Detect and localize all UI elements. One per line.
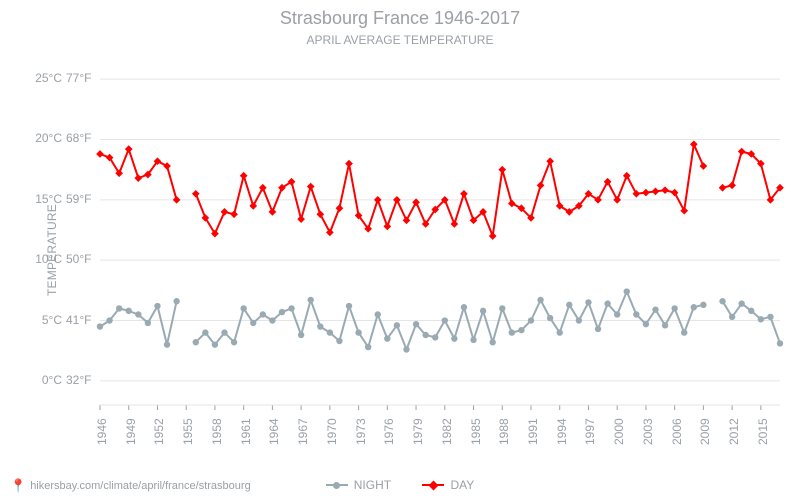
legend-swatch-day [422,484,444,486]
xtick-year: 2003 [641,418,655,445]
xtick-year: 1961 [239,418,253,445]
xtick-year: 1979 [411,418,425,445]
legend-label-day: DAY [450,478,474,492]
map-pin-icon: 📍 [10,478,26,494]
legend-item-night: NIGHT [326,478,391,492]
xtick-year: 1991 [526,418,540,445]
legend-swatch-night [326,484,348,486]
chart-title: Strasbourg France 1946-2017 [0,8,800,29]
y-axis-label: Temperature [45,204,59,296]
ytick-celsius: 20°C [24,131,62,145]
xtick-year: 2006 [670,418,684,445]
ytick-fahrenheit: 77°F [66,71,100,85]
ytick-celsius: 0°C [24,373,62,387]
xtick-year: 1976 [382,418,396,445]
ytick-celsius: 15°C [24,192,62,206]
xtick-year: 1964 [267,418,281,445]
xtick-year: 1994 [555,418,569,445]
climate-chart: Strasbourg France 1946-2017 April Averag… [0,0,800,500]
xtick-year: 2012 [727,418,741,445]
xtick-year: 1982 [440,418,454,445]
ytick-fahrenheit: 59°F [66,192,100,206]
legend-item-day: DAY [422,478,474,492]
ytick-celsius: 25°C [24,71,62,85]
ytick-celsius: 5°C [24,313,62,327]
source-url: hikersbay.com/climate/april/france/stras… [30,480,251,492]
xtick-year: 1973 [354,418,368,445]
legend-label-night: NIGHT [354,478,391,492]
xtick-year: 2015 [756,418,770,445]
xtick-year: 1958 [210,418,224,445]
source-footer: 📍 hikersbay.com/climate/april/france/str… [10,478,251,494]
xtick-year: 1946 [95,418,109,445]
xtick-year: 2009 [698,418,712,445]
ytick-fahrenheit: 41°F [66,313,100,327]
ytick-fahrenheit: 68°F [66,131,100,145]
ytick-fahrenheit: 32°F [66,373,100,387]
chart-subtitle: April Average Temperature [0,33,800,47]
ytick-celsius: 10°C [24,252,62,266]
xtick-year: 1985 [469,418,483,445]
xtick-year: 2000 [612,418,626,445]
ytick-fahrenheit: 50°F [66,252,100,266]
chart-svg [100,55,780,405]
xtick-year: 1997 [583,418,597,445]
xtick-year: 1952 [152,418,166,445]
xtick-year: 1988 [497,418,511,445]
xtick-year: 1949 [124,418,138,445]
xtick-year: 1967 [296,418,310,445]
xtick-year: 1955 [181,418,195,445]
xtick-year: 1970 [325,418,339,445]
plot-area [100,55,780,405]
